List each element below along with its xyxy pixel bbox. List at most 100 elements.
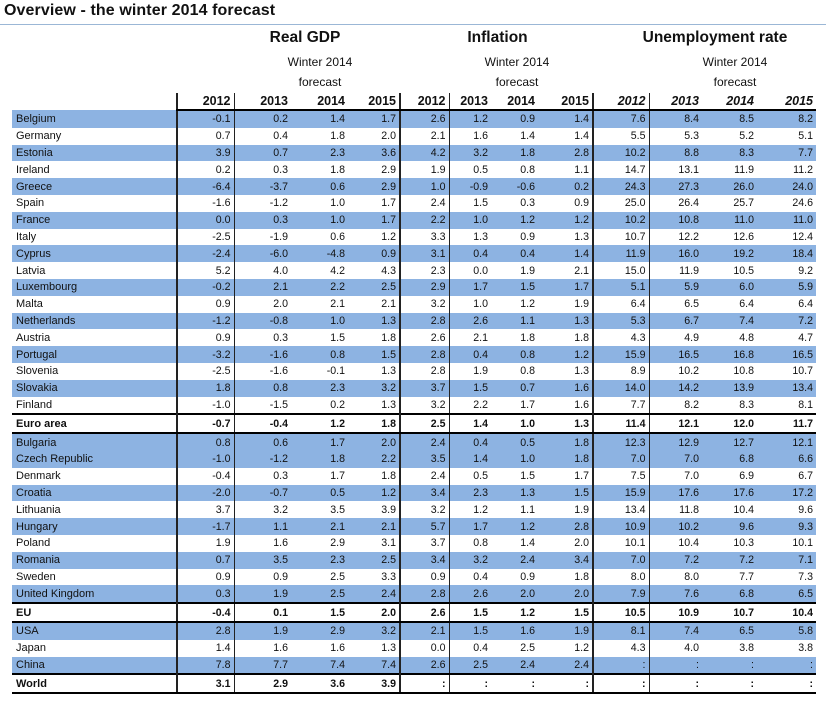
value-cell: 0.9 (176, 568, 234, 586)
page-title: Overview - the winter 2014 forecast (4, 2, 276, 19)
value-cell: -1.5 (233, 396, 291, 415)
value-cell: -2.4 (176, 245, 234, 263)
value-cell: 0.8 (520, 163, 535, 176)
value-cell: 2.5 (399, 413, 449, 435)
value-cell: 11.2 (793, 163, 813, 176)
value-cell: 1.6 (491, 621, 538, 640)
value-cell: 2.1 (399, 127, 449, 145)
value-cell: 3.3 (399, 228, 449, 246)
value-cell: 0.9 (399, 568, 449, 586)
value-cell: 5.1 (592, 278, 649, 296)
value-cell: 1.0 (291, 211, 348, 229)
value-cell: 6.4 (592, 295, 649, 313)
value-cell: 7.6 (592, 110, 649, 128)
value-cell: 5.1 (798, 130, 813, 143)
value-cell: : (757, 656, 816, 675)
value-cell: -2.5 (176, 228, 234, 246)
country-cell: Lithuania (16, 503, 61, 516)
value-cell: 16.8 (702, 346, 757, 363)
value-cell: 3.8 (798, 642, 813, 655)
table-row: Croatia -2.0 -0.7 0.5 1.2 3.4 2.3 1.3 1.5 15.9 17.… (12, 484, 816, 502)
table-row: Czech Republic -1.0 -1.2 1.8 2.2 3.5 1.4 1.0 1.8… (12, 450, 816, 468)
country-cell: Estonia (12, 144, 177, 162)
value-cell: 5.3 (648, 127, 702, 145)
value-cell: 0.5 (448, 467, 491, 485)
value-cell: -1.0 (176, 450, 234, 468)
table-row: Netherlands -1.2 -0.8 1.0 1.3 2.8 2.6 1.1 1.3 5.3… (12, 312, 816, 330)
value-cell: 1.0 (330, 197, 345, 210)
value-cell: -6.4 (176, 178, 234, 195)
value-cell: 1.8 (381, 470, 396, 483)
value-cell: 0.3 (233, 211, 291, 229)
value-cell: 1.9 (399, 161, 449, 179)
value-cell: 10.5 (733, 264, 754, 277)
country-cell: Greece (12, 178, 177, 195)
value-cell: 2.3 (399, 262, 449, 279)
table-row: Sweden 0.9 0.9 2.5 3.3 0.9 0.4 0.9 1.8 8.0 8.0 7.7 7… (12, 568, 816, 586)
value-cell: 3.8 (739, 642, 754, 655)
value-cell: 1.7 (448, 518, 491, 535)
value-cell: -1.7 (176, 518, 234, 535)
value-cell: 2.5 (330, 570, 345, 583)
value-cell: 4.3 (592, 639, 649, 657)
value-cell: 1.5 (448, 194, 491, 212)
value-cell: 7.4 (348, 656, 400, 675)
value-cell: 13.4 (592, 501, 649, 519)
value-cell: 2.5 (348, 278, 400, 296)
value-cell: : (648, 656, 702, 675)
value-cell: 1.0 (448, 211, 491, 229)
country-cell: Romania (12, 551, 177, 569)
value-cell: 5.2 (739, 130, 754, 143)
value-cell: 1.9 (233, 585, 291, 604)
value-cell: 7.0 (648, 450, 702, 468)
value-cell: 7.3 (798, 570, 813, 583)
value-cell: 10.7 (702, 602, 757, 623)
value-cell: 1.3 (574, 365, 589, 378)
country-cell: Poland (16, 537, 51, 550)
value-cell: 0.9 (574, 197, 589, 210)
value-cell: 14.7 (592, 161, 649, 179)
value-cell: 3.7 (399, 379, 449, 397)
value-cell: 1.3 (381, 365, 396, 378)
value-cell: 1.8 (538, 450, 593, 468)
value-cell: 10.2 (648, 362, 702, 380)
value-cell: 3.9 (348, 673, 400, 695)
value-cell: -0.1 (176, 110, 234, 128)
value-cell: 0.3 (520, 197, 535, 210)
value-cell: 9.6 (702, 518, 757, 535)
value-cell: 7.4 (702, 312, 757, 330)
value-cell: 24.6 (792, 197, 813, 210)
table-row: China 7.8 7.7 7.4 7.4 2.6 2.5 2.4 2.4:::: (12, 656, 816, 675)
value-cell: 2.5 (520, 642, 535, 655)
value-cell: 1.6 (233, 534, 291, 552)
value-cell: 2.6 (399, 656, 449, 675)
value-cell: 2.2 (348, 450, 400, 468)
value-cell: 0.4 (448, 568, 491, 586)
value-cell: 1.2 (348, 484, 400, 502)
value-cell: 2.1 (291, 518, 348, 535)
value-cell: 17.6 (702, 484, 757, 502)
value-cell: : (702, 673, 757, 695)
value-cell: 1.7 (538, 278, 593, 296)
value-cell: 7.2 (702, 551, 757, 569)
country-cell: Italy (16, 230, 37, 243)
value-cell: 3.3 (381, 570, 396, 583)
country-cell: France (12, 211, 177, 229)
value-cell: 1.2 (491, 602, 538, 623)
value-cell: 1.8 (176, 379, 234, 397)
table-row: Slovenia -2.5 -1.6 -0.1 1.3 2.8 1.9 0.8 1.3 8.9 10… (12, 362, 816, 380)
value-cell: 0.0 (399, 639, 449, 657)
value-cell: 2.8 (399, 362, 449, 380)
value-cell: 4.0 (648, 639, 702, 657)
value-cell: -0.9 (448, 178, 491, 195)
value-cell: 1.0 (448, 295, 491, 313)
value-cell: 0.8 (491, 346, 538, 363)
value-cell: 1.3 (538, 413, 593, 435)
value-cell: 4.3 (592, 329, 649, 347)
value-cell: 2.6 (399, 329, 449, 347)
value-cell: 11.0 (702, 211, 757, 229)
value-cell: 9.3 (757, 518, 816, 535)
value-cell: 2.9 (330, 537, 345, 550)
value-cell: 1.4 (448, 450, 491, 468)
value-cell: 2.4 (399, 433, 449, 451)
